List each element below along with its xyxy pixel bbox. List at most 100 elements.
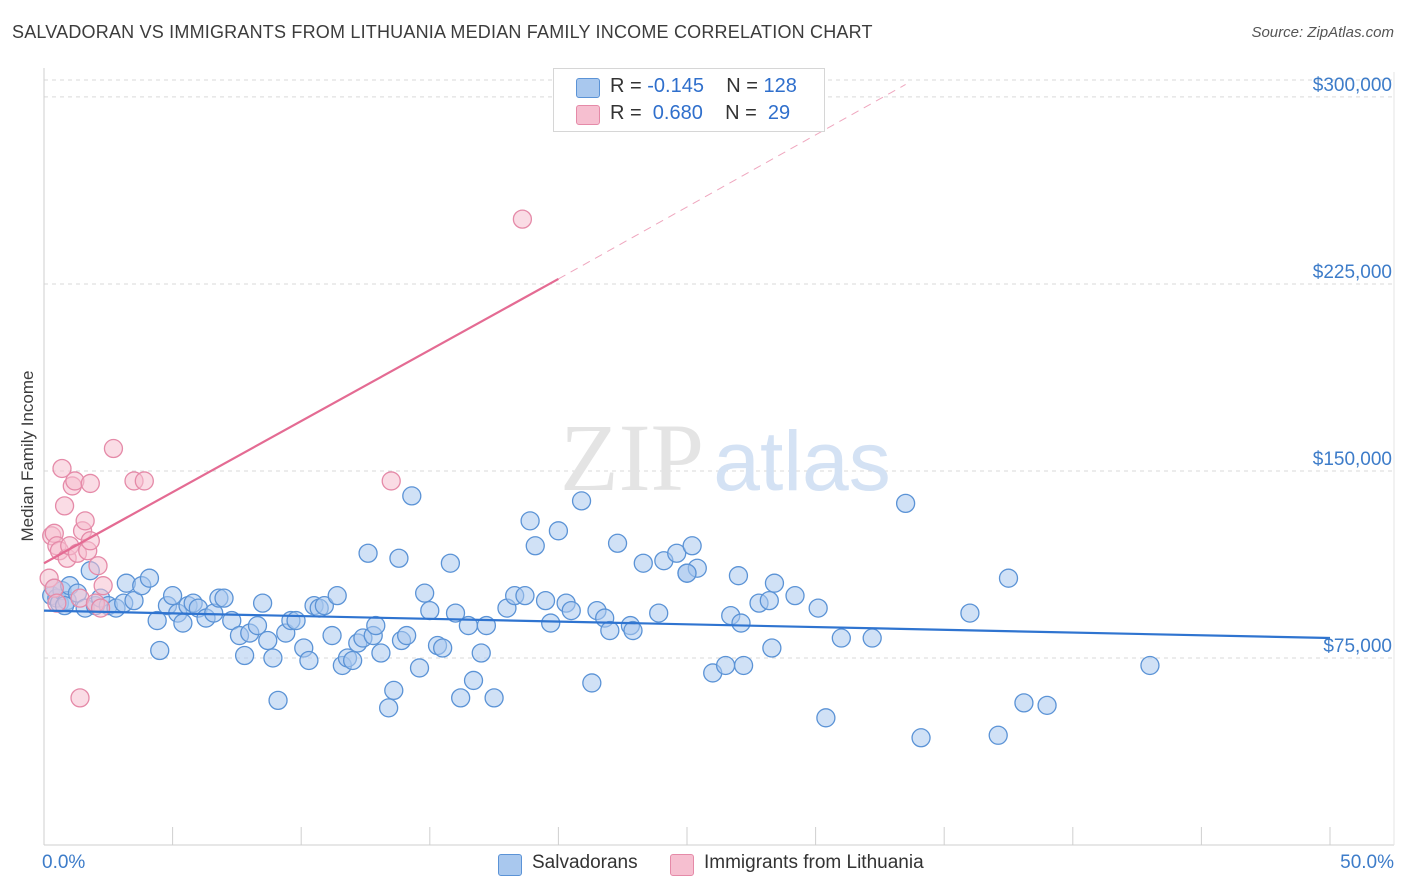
data-point-salvadorans (484, 688, 504, 708)
data-point-salvadorans (520, 511, 540, 531)
trend-lines (43, 84, 1331, 640)
data-point-salvadorans (548, 521, 569, 541)
trend-line-lithuania-extension (558, 84, 906, 280)
data-point-salvadorans (759, 590, 779, 611)
data-point-salvadorans (371, 643, 391, 663)
trend-line-salvadorans (43, 609, 1331, 640)
data-point-salvadorans (252, 593, 273, 613)
data-point-salvadorans (420, 600, 440, 621)
data-point-salvadorans (463, 670, 484, 691)
axes (43, 68, 1395, 846)
data-point-salvadorans (633, 553, 653, 573)
data-point-salvadorans (327, 585, 347, 606)
data-point-salvadorans (607, 533, 628, 553)
data-point-salvadorans (1014, 693, 1034, 713)
data-point-salvadorans (451, 688, 471, 708)
data-point-lithuania (88, 556, 108, 576)
data-point-salvadorans (728, 566, 749, 586)
data-point-salvadorans (314, 595, 334, 616)
data-point-lithuania (70, 688, 90, 708)
data-point-salvadorans (150, 640, 170, 661)
data-point-lithuania (93, 576, 113, 596)
x-tick-label-max: 50.0% (1340, 852, 1394, 873)
data-point-lithuania (47, 593, 67, 613)
data-point-salvadorans (525, 536, 545, 556)
data-point-salvadorans (785, 585, 805, 606)
data-point-salvadorans (322, 625, 342, 646)
data-point-salvadorans (214, 588, 234, 608)
data-point-lithuania (134, 471, 154, 491)
data-point-salvadorans (998, 568, 1019, 588)
legend-n-label: N = (726, 75, 764, 97)
data-point-lithuania (90, 598, 111, 618)
data-point-salvadorans (831, 628, 851, 648)
gridlines (44, 79, 1394, 659)
data-point-salvadorans (682, 536, 702, 556)
data-point-salvadorans (139, 568, 160, 588)
data-point-salvadorans (667, 543, 687, 563)
data-point-lithuania (512, 209, 533, 229)
data-point-salvadorans (1037, 695, 1057, 716)
legend-r-label: R = (610, 102, 648, 124)
data-point-lithuania (75, 511, 95, 531)
data-point-salvadorans (258, 630, 278, 651)
y-tick-label: $75,000 (1323, 635, 1392, 657)
data-point-salvadorans (147, 610, 167, 631)
data-point-salvadorans (445, 603, 466, 623)
data-point-salvadorans (415, 583, 435, 603)
y-tick-label: $225,000 (1312, 261, 1392, 283)
data-point-salvadorans (911, 728, 931, 748)
data-point-salvadorans (764, 573, 785, 593)
legend-n-label: N = (725, 102, 763, 124)
data-point-lithuania (52, 458, 72, 479)
legend-r-label: R = (610, 75, 648, 97)
data-point-salvadorans (124, 590, 144, 611)
data-point-lithuania (80, 473, 100, 494)
data-point-salvadorans (342, 650, 363, 671)
data-point-lithuania (54, 496, 75, 516)
data-point-salvadorans (535, 590, 556, 611)
data-point-salvadorans (397, 625, 417, 646)
data-point-salvadorans (808, 598, 828, 618)
data-point-salvadorans (731, 613, 751, 633)
data-point-lithuania (103, 438, 124, 459)
data-point-salvadorans (222, 610, 242, 631)
data-point-salvadorans (268, 690, 288, 711)
data-point-salvadorans (299, 650, 319, 671)
data-point-salvadorans (440, 553, 461, 573)
data-point-salvadorans (895, 493, 916, 514)
data-point-salvadorans (561, 600, 581, 621)
data-point-salvadorans (649, 603, 669, 623)
data-point-salvadorans (247, 615, 268, 636)
watermark: ZIP atlas (560, 404, 891, 511)
data-point-salvadorans (358, 543, 378, 563)
data-point-salvadorans (471, 643, 491, 663)
data-point-salvadorans (263, 648, 283, 668)
legend-swatch-pink (670, 854, 694, 876)
data-point-salvadorans (515, 585, 535, 606)
chart-title: SALVADORAN VS IMMIGRANTS FROM LITHUANIA … (12, 22, 873, 42)
data-point-salvadorans (162, 585, 183, 606)
data-point-salvadorans (366, 615, 386, 636)
data-point-salvadorans (816, 708, 836, 728)
data-point-salvadorans (409, 658, 430, 678)
data-point-salvadorans (988, 725, 1008, 745)
source-label: Source: ZipAtlas.com (1251, 24, 1394, 41)
watermark-atlas: atlas (713, 414, 890, 508)
data-point-salvadorans (541, 613, 561, 633)
y-tick-label: $150,000 (1312, 448, 1392, 470)
data-point-salvadorans (960, 603, 980, 623)
legend-n-value: 128 (763, 75, 797, 97)
data-point-salvadorans (677, 563, 697, 583)
correlation-legend: R = -0.145 N = 128 R = 0.680 N = 29 (553, 68, 825, 132)
x-tick-label-min: 0.0% (42, 852, 86, 873)
data-point-salvadorans (378, 698, 399, 718)
data-point-salvadorans (402, 486, 422, 506)
data-point-salvadorans (600, 620, 620, 641)
trend-line-lithuania (43, 278, 559, 565)
legend-r-value: -0.145 (647, 75, 704, 97)
data-point-salvadorans (862, 628, 882, 648)
legend-r-value: 0.680 (647, 102, 703, 124)
bottom-legend-label: Salvadorans (532, 852, 638, 873)
